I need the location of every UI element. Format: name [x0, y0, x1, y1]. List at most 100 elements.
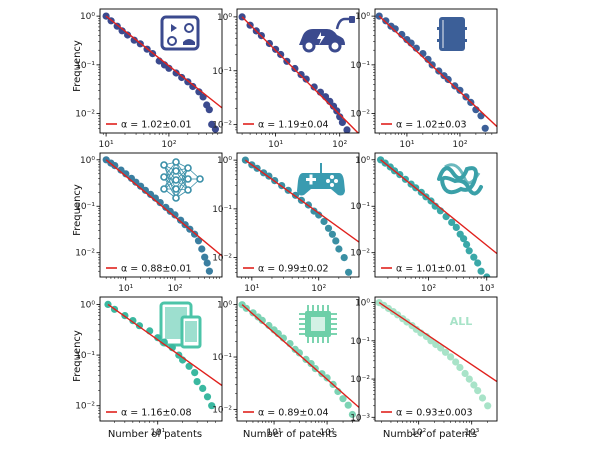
- data-point: [295, 349, 303, 357]
- axes-frame: [236, 152, 360, 278]
- data-point: [465, 375, 473, 383]
- neuron: [172, 185, 180, 193]
- oil-barrel-icon: [437, 17, 467, 51]
- button-d: [330, 183, 334, 187]
- y-tick-label: 10⁰: [355, 12, 370, 22]
- data-point: [456, 363, 464, 372]
- data-point: [463, 240, 471, 249]
- protein-structure-icon: [437, 163, 483, 196]
- data-point: [444, 75, 452, 84]
- data-point: [156, 199, 164, 207]
- data-point: [339, 395, 347, 403]
- neuron: [196, 175, 204, 183]
- data-point: [470, 381, 478, 389]
- x-axis-label-col-3: Number of patents: [383, 429, 477, 440]
- data-point: [338, 118, 346, 126]
- cable: [335, 17, 349, 30]
- phone-screen: [185, 321, 197, 342]
- data-point: [291, 64, 299, 73]
- synapse: [163, 176, 177, 199]
- x-axis-label-col-1: Number of patents: [108, 429, 202, 440]
- y-tick-label: 10⁻²: [75, 402, 95, 412]
- axes-frame: [374, 296, 498, 422]
- data-point: [129, 317, 137, 325]
- button-c: [326, 179, 330, 183]
- y-tick-label: 10⁻²: [212, 121, 232, 131]
- panel-7: 10⁻² 10⁻¹ 10⁰ 10¹ α = 1.16±0.08: [75, 296, 223, 438]
- data-point: [484, 402, 492, 410]
- y-tick-label: 10⁻¹: [75, 61, 95, 71]
- data-point: [483, 273, 491, 277]
- barrel-rim-bottom: [437, 39, 467, 42]
- legend-label: α = 0.89±0.04: [258, 408, 329, 419]
- fit-line: [241, 16, 359, 133]
- neuron: [184, 164, 192, 172]
- y-tick-label: 10⁻²: [75, 110, 95, 120]
- y-tick-label: 10⁰: [355, 299, 370, 309]
- data-point: [189, 82, 197, 91]
- data-point: [130, 36, 138, 44]
- barrel-body: [439, 17, 465, 51]
- data-point: [205, 106, 213, 114]
- data-point: [474, 259, 482, 267]
- y-tick-label: 10⁻²: [75, 249, 95, 259]
- x-tick-label: 10¹: [99, 140, 114, 150]
- data-point: [178, 73, 186, 82]
- axes-frame: [99, 296, 223, 422]
- y-tick-label: 10⁻¹: [350, 202, 370, 212]
- data-point: [203, 393, 212, 401]
- legend-label: α = 1.01±0.01: [396, 264, 467, 275]
- data-point: [177, 216, 185, 224]
- gamepad-icon: [297, 163, 345, 196]
- data-point: [132, 178, 140, 186]
- y-tick-label: 10⁻³: [350, 413, 370, 423]
- data-point: [461, 369, 469, 378]
- y-tick-label: 10⁻¹: [212, 353, 232, 363]
- data-point: [328, 230, 336, 238]
- data-point: [118, 27, 126, 35]
- neuron: [160, 161, 168, 169]
- legend-label: α = 1.02±0.01: [121, 120, 192, 131]
- chip-core: [311, 317, 325, 331]
- neuron: [172, 194, 180, 202]
- y-tick-label: 10⁰: [80, 156, 95, 166]
- data-point: [111, 162, 119, 170]
- fit-line: [244, 159, 359, 243]
- data-points: [377, 156, 491, 277]
- data-point: [456, 86, 464, 94]
- x-tick-label: 10²: [311, 284, 326, 294]
- front-wheel: [302, 39, 316, 53]
- play-symbol: [171, 24, 177, 32]
- data-point: [315, 211, 323, 219]
- data-point: [332, 237, 340, 245]
- y-tick-label: 10⁻²: [212, 405, 232, 415]
- neuron: [184, 175, 192, 183]
- synapse: [163, 161, 177, 190]
- panel-9: ALL 10⁻³ 10⁻² 10⁻¹ 10⁰ 10² 10³ α = 0.93±0.003: [350, 296, 498, 438]
- data-point: [211, 125, 219, 133]
- panel-4: 10⁻² 10⁻¹ 10⁰ 10¹ 10² α = 0.88±0.01: [75, 152, 223, 294]
- tv-frame: [160, 15, 200, 51]
- neural-network-icon: [160, 158, 204, 202]
- x-tick-label: 10¹: [267, 428, 282, 438]
- data-point: [272, 45, 280, 53]
- y-tick-label: 10⁻¹: [75, 351, 95, 361]
- y-tick-label: 10⁰: [355, 156, 370, 166]
- y-tick-label: 10⁰: [217, 156, 232, 166]
- data-point: [474, 387, 482, 395]
- plug: [349, 16, 355, 23]
- data-point: [320, 217, 328, 226]
- axes-frame: [99, 152, 223, 278]
- barrel-rim-top: [437, 27, 467, 30]
- legend-label: α = 0.93±0.003: [396, 408, 473, 419]
- axes-frame: [374, 8, 498, 134]
- y-tick-label: 10⁻²: [212, 254, 232, 264]
- x-tick-label: 10³: [464, 428, 479, 438]
- data-point: [452, 358, 460, 366]
- data-point: [481, 124, 489, 132]
- data-points: [375, 12, 489, 132]
- all-label: ALL: [450, 315, 473, 328]
- data-point: [193, 378, 201, 386]
- data-point: [335, 245, 343, 253]
- x-tick-label: 10²: [320, 428, 335, 438]
